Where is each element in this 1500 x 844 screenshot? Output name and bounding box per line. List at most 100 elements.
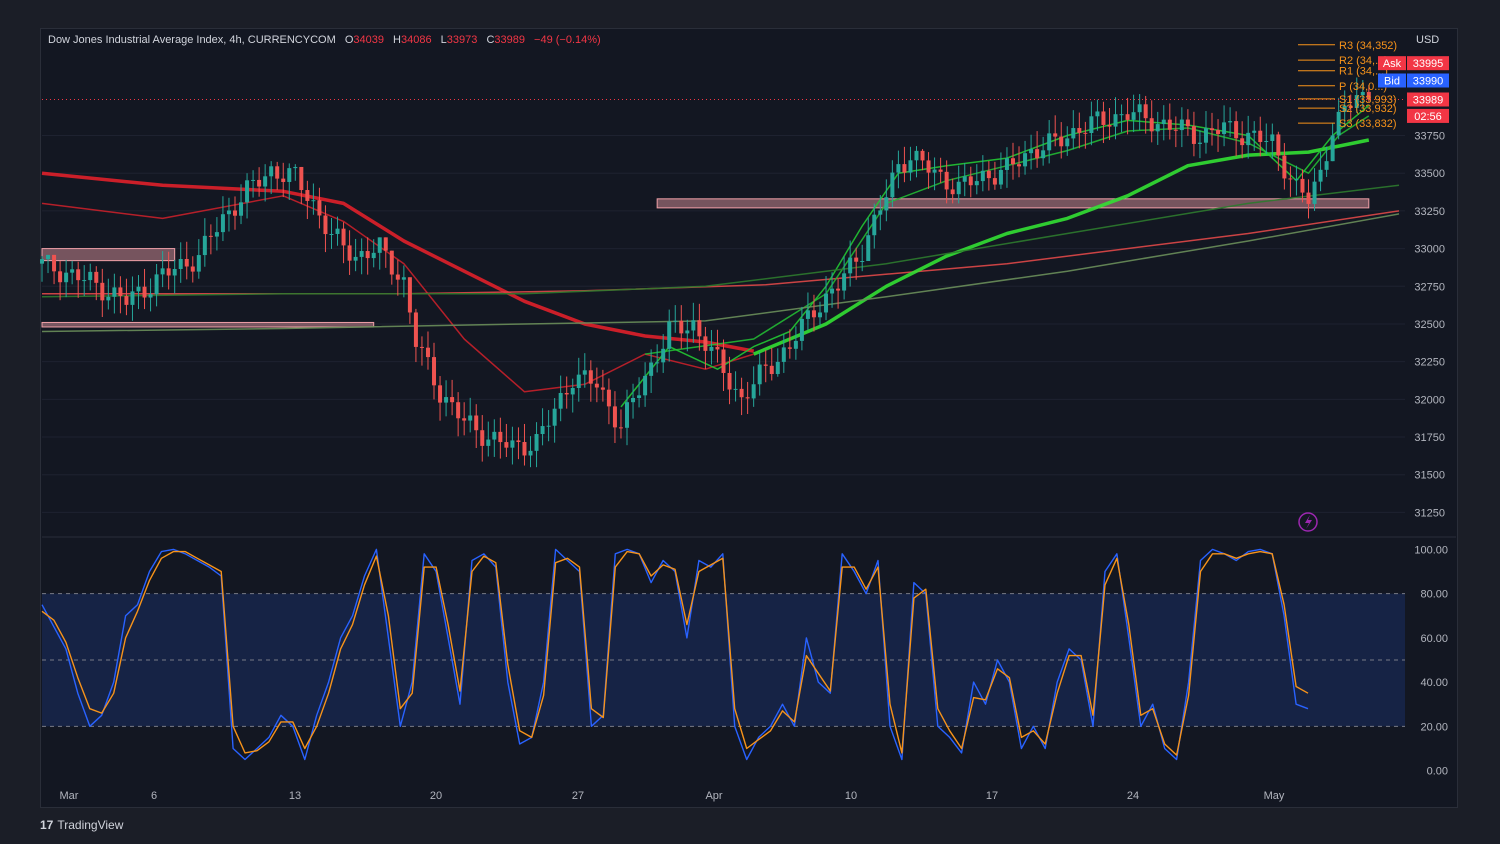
candle-body	[552, 408, 557, 426]
change-value: −49 (−0.14%)	[534, 34, 601, 46]
candle-body	[805, 310, 810, 319]
candle-body	[1318, 169, 1323, 182]
candle-body	[220, 214, 225, 233]
candle-body	[709, 346, 714, 351]
price-tag-label-bg	[1378, 56, 1406, 71]
oscillator-tick-label: 60.00	[1420, 633, 1448, 645]
candle-body	[1342, 105, 1347, 112]
candle-body	[311, 200, 316, 202]
support-resistance-zones	[41, 198, 1370, 328]
candle-body	[1167, 119, 1172, 130]
candle-body	[1270, 134, 1275, 141]
candle-body	[1119, 114, 1124, 116]
candle-body	[673, 320, 678, 322]
price-tick-label: 33500	[1414, 168, 1445, 180]
price-tag-value: 02:56	[1414, 111, 1442, 123]
candle-body	[600, 387, 605, 390]
candle-body	[70, 269, 75, 273]
candle-body	[1246, 132, 1251, 146]
candle-body	[444, 397, 449, 403]
candle-body	[576, 374, 581, 389]
candle-body	[148, 294, 153, 298]
price-tick-label: 31250	[1414, 507, 1445, 519]
candle-body	[787, 347, 792, 349]
candle-body	[323, 215, 328, 235]
candle-body	[570, 388, 575, 395]
candle-body	[811, 310, 816, 318]
moving-average-line	[41, 213, 1400, 333]
price-tick-label: 33000	[1414, 244, 1445, 256]
candle-body	[612, 406, 617, 428]
candle-body	[1288, 178, 1293, 180]
candle-body	[468, 415, 473, 421]
time-tick-label: 27	[572, 790, 584, 802]
candle-body	[510, 440, 515, 448]
candle-body	[365, 251, 370, 259]
candle-body	[1017, 164, 1022, 167]
candle-body	[419, 346, 424, 348]
currency-label: USD	[1416, 34, 1440, 46]
oscillator-tick-label: 100.00	[1414, 544, 1448, 556]
candle-body	[1276, 134, 1281, 156]
grid	[42, 135, 1456, 538]
candle-body	[661, 348, 666, 363]
price-tick-label: 32250	[1414, 357, 1445, 369]
candle-body	[998, 169, 1003, 185]
candle-body	[124, 296, 129, 305]
high-value: 34086	[401, 34, 432, 46]
pivot-label: R3 (34,352)	[1339, 40, 1397, 52]
candle-body	[878, 210, 883, 215]
candle-body	[257, 179, 262, 187]
candle-body	[305, 190, 310, 201]
candle-body	[631, 397, 636, 403]
candle-body	[836, 288, 841, 291]
candle-body	[94, 271, 99, 283]
candle-body	[1360, 91, 1365, 96]
candle-body	[667, 321, 672, 349]
candle-body	[1173, 129, 1178, 131]
candle-body	[534, 434, 539, 451]
candle-body	[908, 160, 913, 173]
candle-body	[245, 180, 250, 203]
candle-body	[377, 237, 382, 253]
candle-body	[293, 166, 298, 169]
oscillator-tick-label: 0.00	[1427, 766, 1448, 778]
pivot-label: R1 (34,...)	[1339, 66, 1388, 78]
lightning-icon	[1305, 515, 1312, 529]
price-tags: Ask 33995 Bid 33990 33989 02:56	[1378, 56, 1449, 123]
candle-body	[522, 441, 527, 456]
candle-body	[395, 274, 400, 280]
candle-body	[703, 336, 708, 351]
candle-body	[1191, 126, 1196, 144]
candle-body	[1059, 136, 1064, 147]
candle-body	[1047, 133, 1052, 151]
candle-body	[1179, 119, 1184, 131]
candle-body	[896, 164, 901, 173]
candle-body	[649, 362, 654, 376]
candle-body	[830, 288, 835, 294]
candle-body	[232, 210, 237, 216]
candle-body	[1071, 128, 1076, 139]
candle-body	[618, 427, 623, 429]
candle-body	[890, 172, 895, 198]
candle-body	[389, 250, 394, 275]
candle-body	[1125, 114, 1130, 120]
candle-body	[383, 237, 388, 251]
candle-body	[582, 370, 587, 375]
price-tag-value: 33989	[1413, 94, 1444, 106]
candle-body	[1004, 158, 1009, 170]
candle-body	[1336, 111, 1341, 136]
candle-body	[317, 200, 322, 216]
candle-body	[516, 440, 521, 442]
candle-body	[269, 166, 274, 177]
candle-body	[685, 330, 690, 334]
tradingview-brand[interactable]: 17 TradingView	[40, 818, 123, 832]
candle-body	[962, 176, 967, 182]
candle-body	[848, 257, 853, 274]
candle-body	[775, 361, 780, 375]
candle-body	[299, 166, 304, 191]
candle-body	[655, 362, 660, 364]
symbol-title: Dow Jones Industrial Average Index, 4h, …	[48, 34, 336, 46]
candle-body	[540, 426, 545, 435]
